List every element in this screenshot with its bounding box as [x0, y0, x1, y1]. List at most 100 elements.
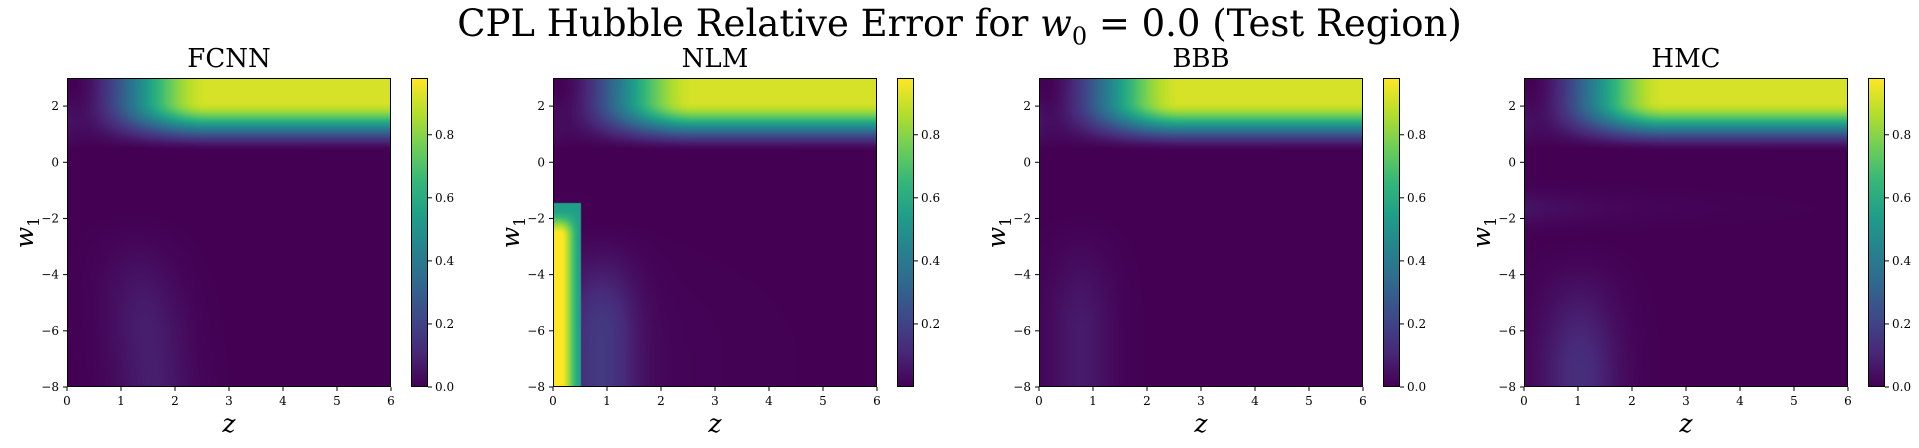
x-axis-label: z — [1678, 409, 1693, 438]
title-suffix: = 0.0 (Test Region) — [1087, 2, 1462, 45]
x-tick-label: 1 — [1574, 394, 1582, 408]
x-tick-label: 5 — [333, 394, 341, 408]
heatmap-canvas-fcnn — [68, 79, 390, 386]
y-axis-label: w1 — [1467, 217, 1500, 249]
x-tick-label: 1 — [603, 394, 611, 408]
colorbar-tick-label: 0.0 — [1892, 380, 1911, 394]
y-axis-label-var: w — [496, 227, 525, 248]
x-tick-label: 6 — [873, 394, 881, 408]
title-math-var: w — [1040, 2, 1072, 45]
x-axis-label: z — [707, 409, 722, 438]
y-tick-label: −8 — [41, 380, 59, 394]
y-tick-label: −4 — [1013, 268, 1031, 282]
y-tick-label: 0 — [51, 155, 59, 169]
y-axis-label-sub: 1 — [1481, 217, 1500, 227]
y-tick-label: 2 — [1508, 99, 1516, 113]
y-tick-label: −4 — [527, 268, 545, 282]
colorbar-tick-label: 0.8 — [921, 128, 940, 142]
panel-title-hmc: HMC — [1651, 44, 1721, 74]
panel-title-fcnn: FCNN — [187, 44, 271, 74]
y-axis-label-sub: 1 — [510, 217, 529, 227]
title-prefix: CPL Hubble Relative Error for — [457, 2, 1041, 45]
y-axis-label-sub: 1 — [24, 217, 43, 227]
colorbar-fcnn — [411, 78, 428, 387]
colorbar-tick-label: 0.4 — [921, 254, 940, 268]
heatmap-bbb — [1039, 78, 1363, 387]
heatmap-canvas-hmc — [1525, 79, 1847, 386]
colorbar-tick-label: 0.4 — [1407, 254, 1426, 268]
y-tick-label: −8 — [527, 380, 545, 394]
colorbar-tick-label: 0.2 — [921, 317, 940, 331]
x-tick-label: 5 — [819, 394, 827, 408]
colorbar-nlm — [897, 78, 914, 387]
colorbar-tick-label: 0.6 — [921, 191, 940, 205]
colorbar-tick-label: 0.6 — [1407, 191, 1426, 205]
y-axis-label: w1 — [10, 217, 43, 249]
y-tick-label: −2 — [1498, 211, 1516, 225]
x-tick-label: 6 — [1844, 394, 1852, 408]
x-tick-label: 0 — [1520, 394, 1528, 408]
x-tick-label: 0 — [63, 394, 71, 408]
title-math-sub: 0 — [1071, 22, 1088, 51]
panel-title-bbb: BBB — [1172, 44, 1230, 74]
y-tick-label: 2 — [1023, 99, 1031, 113]
x-tick-label: 2 — [1143, 394, 1151, 408]
y-axis-label: w1 — [982, 217, 1015, 249]
y-tick-label: 2 — [51, 99, 59, 113]
colorbar-tick-label: 0.8 — [435, 128, 454, 142]
x-tick-label: 0 — [1035, 394, 1043, 408]
x-tick-label: 5 — [1305, 394, 1313, 408]
y-tick-label: −2 — [41, 211, 59, 225]
heatmap-canvas-bbb — [1040, 79, 1362, 386]
x-tick-label: 3 — [225, 394, 233, 408]
heatmap-canvas-nlm — [554, 79, 876, 386]
colorbar-tick-label: 0.8 — [1892, 128, 1911, 142]
colorbar-tick-label: 0.4 — [435, 254, 454, 268]
x-tick-label: 1 — [1089, 394, 1097, 408]
colorbar-tick-label: 0.2 — [1892, 317, 1911, 331]
x-tick-label: 4 — [1251, 394, 1259, 408]
x-tick-label: 3 — [711, 394, 719, 408]
colorbar-tick-label: 0.6 — [1892, 191, 1911, 205]
heatmap-hmc — [1524, 78, 1848, 387]
colorbar-tick-label: 0.2 — [1407, 317, 1426, 331]
y-tick-label: −4 — [1498, 268, 1516, 282]
x-tick-label: 3 — [1682, 394, 1690, 408]
y-axis-label-var: w — [982, 227, 1011, 248]
y-tick-label: −6 — [1498, 324, 1516, 338]
heatmap-fcnn — [67, 78, 391, 387]
colorbar-tick-label: 0.2 — [435, 317, 454, 331]
y-tick-label: −2 — [1013, 211, 1031, 225]
y-axis-label-sub: 1 — [996, 217, 1015, 227]
y-axis-label-var: w — [10, 227, 39, 248]
x-tick-label: 6 — [387, 394, 395, 408]
y-tick-label: −6 — [41, 324, 59, 338]
panel-title-nlm: NLM — [681, 44, 749, 74]
colorbar-tick-label: 0.0 — [1407, 380, 1426, 394]
figure-title: CPL Hubble Relative Error for w0 = 0.0 (… — [0, 2, 1919, 50]
x-tick-label: 4 — [1736, 394, 1744, 408]
y-tick-label: −4 — [41, 268, 59, 282]
colorbar-tick-label: 0.0 — [435, 380, 454, 394]
colorbar-tick-label: 0.4 — [1892, 254, 1911, 268]
y-tick-label: −8 — [1498, 380, 1516, 394]
y-tick-label: 2 — [537, 99, 545, 113]
y-tick-label: −6 — [1013, 324, 1031, 338]
x-tick-label: 6 — [1359, 394, 1367, 408]
colorbar-bbb — [1383, 78, 1400, 387]
x-tick-label: 1 — [117, 394, 125, 408]
colorbar-tick-label: 0.6 — [435, 191, 454, 205]
x-axis-label: z — [221, 409, 236, 438]
heatmap-nlm — [553, 78, 877, 387]
colorbar-hmc — [1868, 78, 1885, 387]
y-tick-label: 0 — [1508, 155, 1516, 169]
x-tick-label: 2 — [171, 394, 179, 408]
x-tick-label: 0 — [549, 394, 557, 408]
x-tick-label: 4 — [765, 394, 773, 408]
x-tick-label: 2 — [657, 394, 665, 408]
colorbar-tick-label: 0.8 — [1407, 128, 1426, 142]
y-axis-label-var: w — [1467, 227, 1496, 248]
y-tick-label: −2 — [527, 211, 545, 225]
x-tick-label: 4 — [279, 394, 287, 408]
